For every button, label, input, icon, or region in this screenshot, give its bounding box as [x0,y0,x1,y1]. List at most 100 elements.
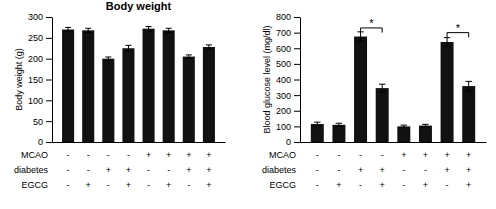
table-sign: + [166,150,171,160]
y-axis-line [300,18,301,143]
y-tick-label: 500 [276,59,291,69]
bar [441,42,454,142]
y-tick: 200 [28,54,52,64]
y-axis-line [52,18,53,143]
y-tick: 300 [276,91,300,101]
table-sign: + [146,150,151,160]
bar [203,47,215,142]
table-sign: + [336,180,341,190]
y-tick-mark [46,17,52,18]
y-tick-label: 0 [38,137,43,147]
y-tick: 100 [28,96,52,106]
y-tick-mark [46,142,52,143]
error-bar [146,27,152,31]
bar [332,125,345,142]
y-tick-label: 400 [276,75,291,85]
error-bar [314,122,320,126]
error-bar [336,123,342,126]
table-sign: + [206,180,211,190]
y-tick: 250 [28,33,52,43]
y-tick-label: 200 [276,106,291,116]
table-sign: - [87,165,90,175]
y-tick-label: 700 [276,28,291,38]
y-axis: 0100200300400500600700800 [276,12,301,147]
panel: 0100200300400500600700800**Blood glucose… [262,12,487,190]
table-sign: - [381,150,384,160]
bar [397,126,410,142]
y-tick: 200 [276,106,300,116]
y-tick-mark [46,100,52,101]
table-sign: + [126,165,131,175]
table-sign: + [126,180,131,190]
table-sign: + [106,165,111,175]
bar [102,59,114,142]
y-tick-mark [294,111,300,112]
table-sign: - [446,180,449,190]
table-sign: - [167,165,170,175]
y-tick-mark [294,126,300,127]
y-tick-label: 250 [28,33,43,43]
marks [62,27,215,142]
table-sign: + [380,180,385,190]
y-tick: 0 [38,137,52,147]
table-sign: - [424,165,427,175]
table-sign: - [67,165,70,175]
table-sign: - [147,180,150,190]
table-row-label: EGCG [21,180,48,190]
y-tick: 400 [276,75,300,85]
bar [376,88,389,142]
marks [311,28,475,142]
bar [311,124,324,142]
table-sign: + [423,180,428,190]
y-tick-label: 150 [28,75,43,85]
y-tick-label: 100 [276,122,291,132]
table-sign: + [401,150,406,160]
table-row-label: MCAO [269,150,296,160]
y-tick-label: 0 [286,137,291,147]
table-sign: - [316,150,319,160]
y-tick: 300 [28,12,52,22]
panel: 050100150200250300Body weightBody weight… [14,0,226,190]
table-sign: + [466,165,471,175]
y-tick-mark [294,80,300,81]
x-axis-line [301,142,487,143]
y-tick-mark [294,64,300,65]
bar [62,30,74,143]
bar [462,86,475,142]
bar [82,30,94,142]
y-tick-label: 300 [28,12,43,22]
table-row-label: diabetes [14,165,49,175]
bar [183,57,195,142]
y-tick-label: 100 [28,96,43,106]
table-sign: - [402,180,405,190]
table-sign: + [206,150,211,160]
chart-title: Body weight [106,0,172,12]
table-row-label: EGCG [269,180,296,190]
y-tick: 600 [276,44,300,54]
table-sign: - [337,150,340,160]
table-sign: - [107,180,110,190]
error-bar [379,84,385,92]
error-bar [125,45,131,51]
y-tick-mark [294,33,300,34]
table-sign: - [316,180,319,190]
error-bar [186,55,192,58]
table-sign: + [186,150,191,160]
table-sign: + [86,180,91,190]
x-axis [301,142,487,143]
table-sign: - [67,180,70,190]
table-sign: - [187,180,190,190]
error-bar [357,32,363,41]
sign-table: MCAO----++++diabetes--++--++EGCG-+-+-+-+ [14,150,212,190]
y-tick-mark [294,142,300,143]
table-sign: - [67,150,70,160]
y-tick: 50 [33,117,52,127]
y-axis: 0 50 100 150 200 250 300 [28,12,53,147]
error-bar [401,125,407,128]
table-sign: - [359,180,362,190]
table-sign: + [380,165,385,175]
bar [163,30,175,142]
table-sign: - [147,165,150,175]
significance-star: * [456,22,461,34]
error-bar [65,27,71,31]
